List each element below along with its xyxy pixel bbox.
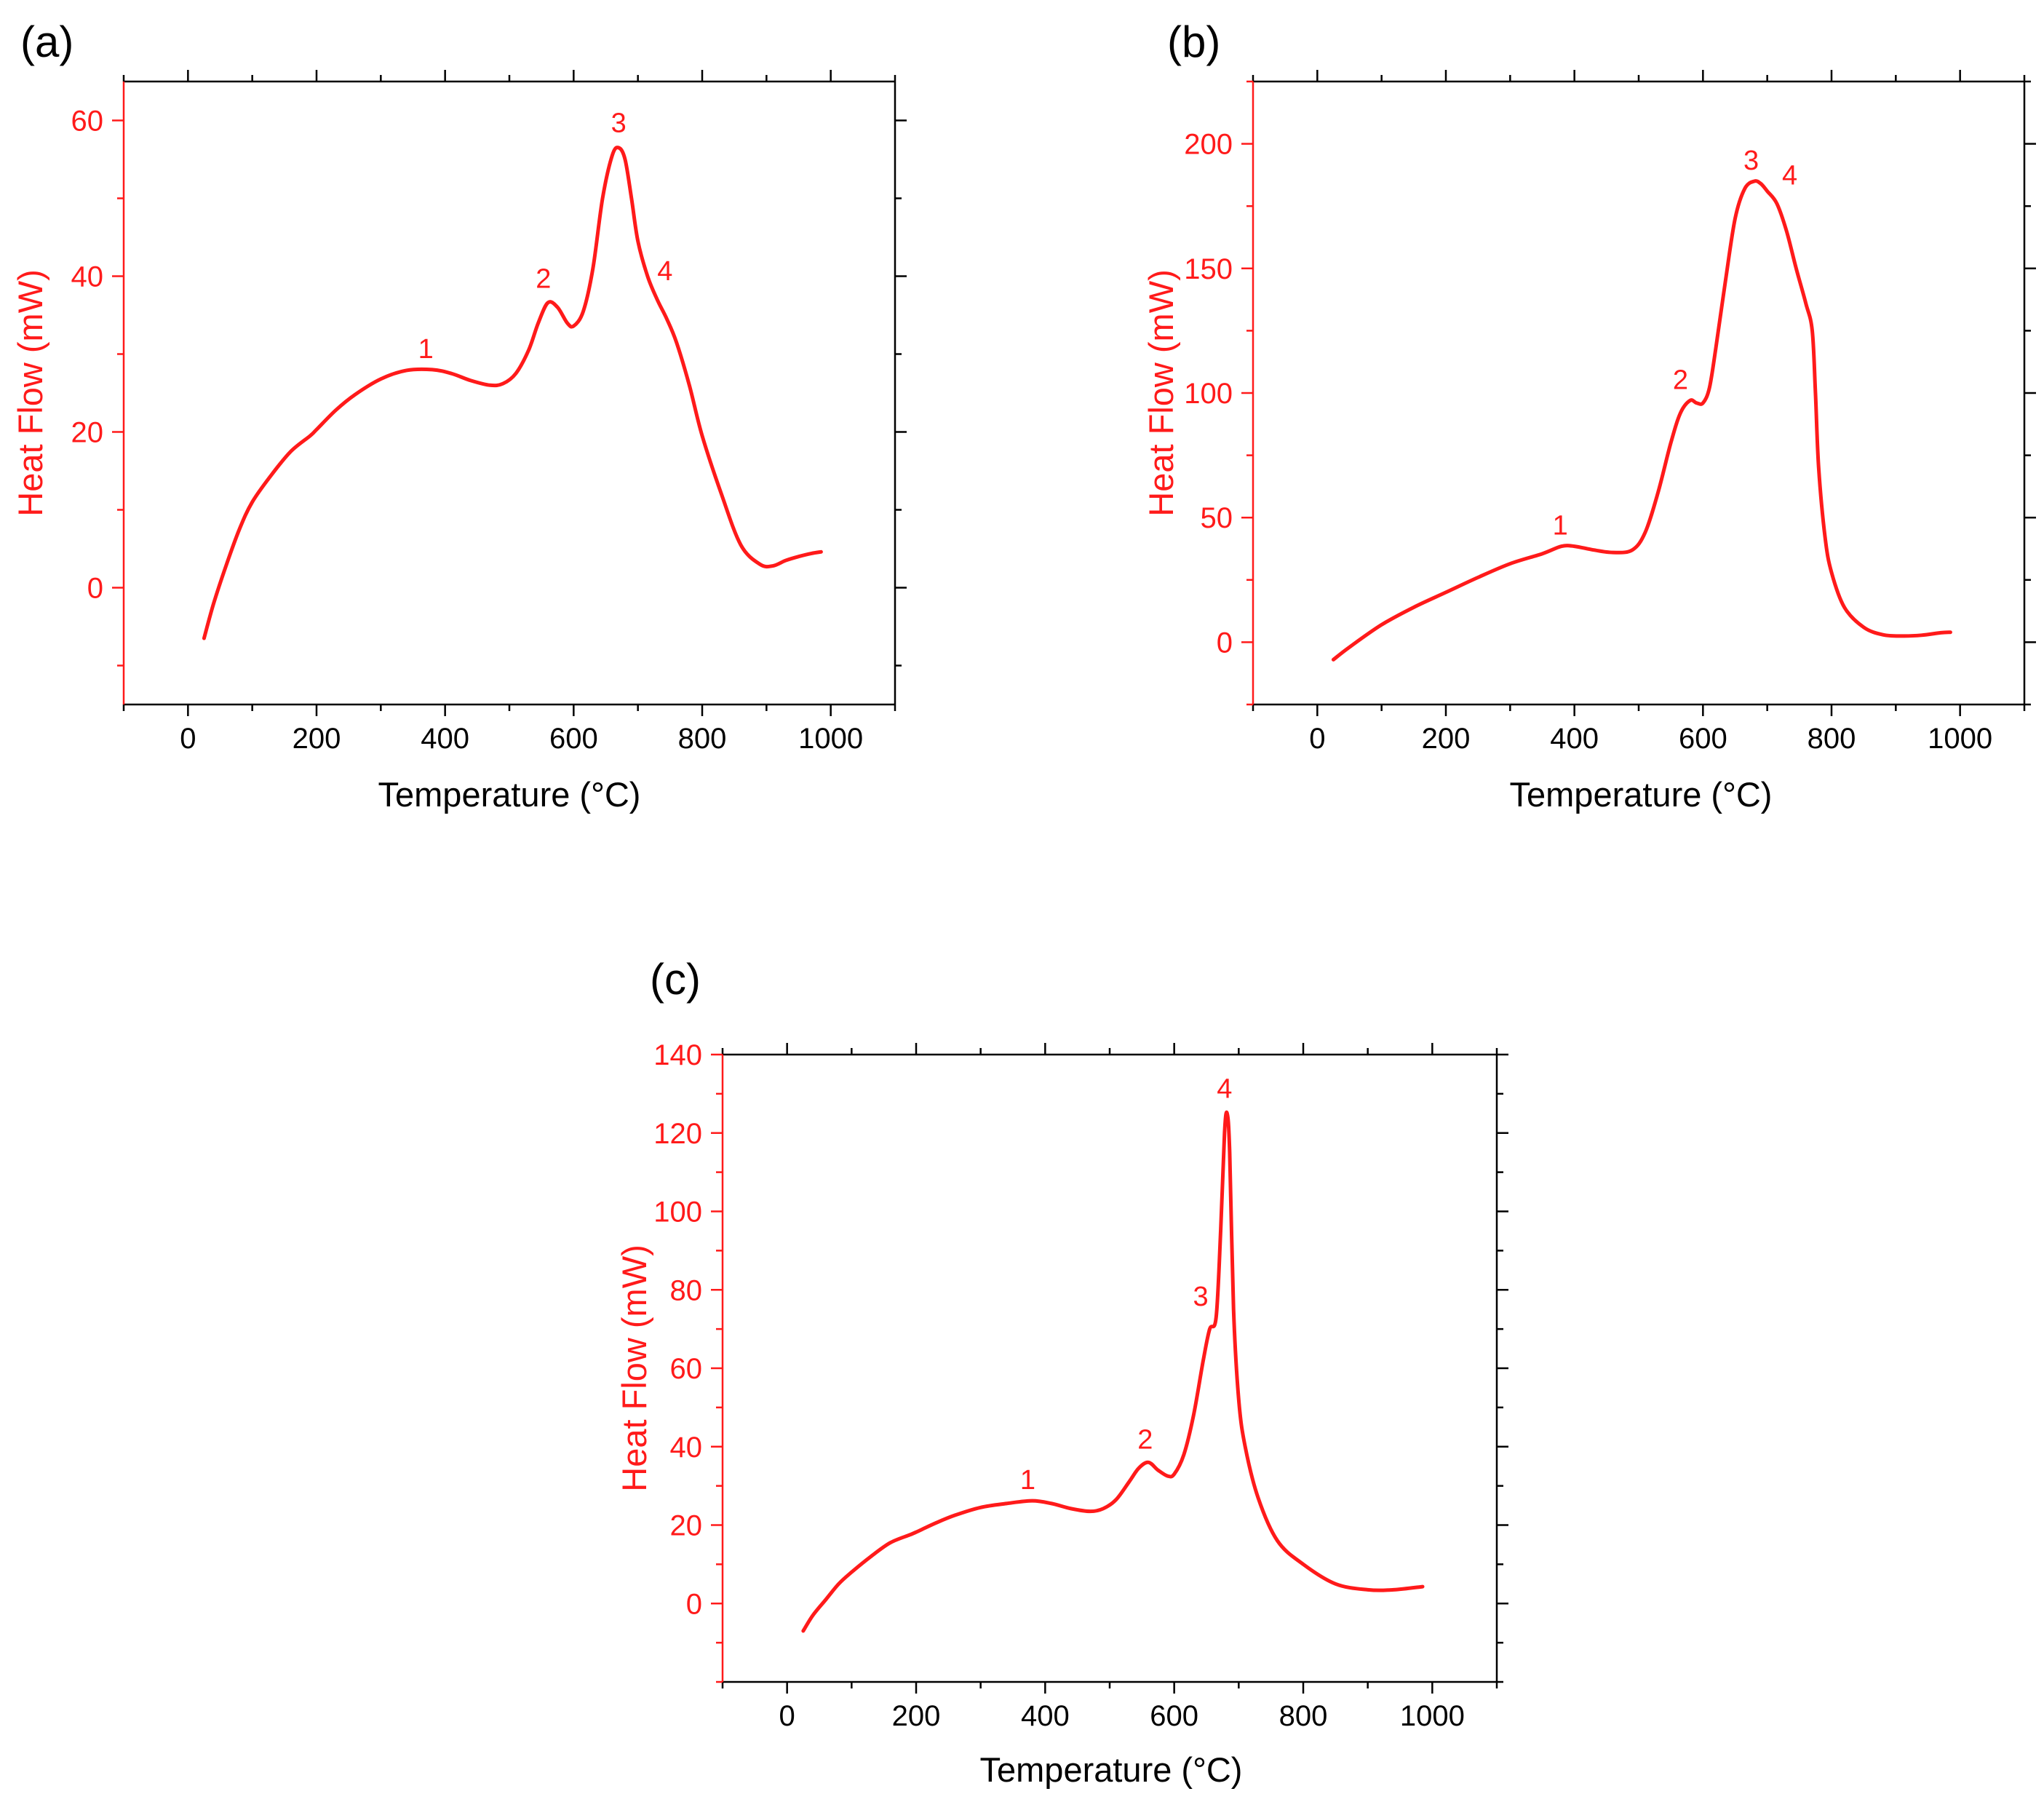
peak-annotation: 3 xyxy=(1193,1282,1208,1312)
chart-panel-c: (c) Temperature (°C) Heat Flow (mW) 0 200… xyxy=(615,955,1508,1789)
x-tick-label: 0 xyxy=(779,1700,795,1732)
y-tick-label: 0 xyxy=(1217,627,1233,659)
x-tick-label: 400 xyxy=(1021,1700,1070,1732)
x-tick-label: 400 xyxy=(421,723,469,755)
x-tick-label: 600 xyxy=(1150,1700,1198,1732)
x-tick-label: 1000 xyxy=(1928,723,1992,755)
peak-annotation: 4 xyxy=(657,256,672,287)
series-line xyxy=(801,1110,1425,1633)
x-tick-label: 1000 xyxy=(1400,1700,1465,1732)
peak-annotation: 1 xyxy=(1553,511,1568,541)
y-tick-label: 100 xyxy=(1184,378,1233,410)
x-tick-label: 1000 xyxy=(798,723,863,755)
peak-annotation: 1 xyxy=(418,334,434,365)
x-axis-label: Temperature (°C) xyxy=(980,1750,1243,1789)
y-axis-label: Heat Flow (mW) xyxy=(11,269,49,516)
series-line xyxy=(202,146,823,640)
chart-panel-b: (b) Temperature (°C) Heat Flow (mW) 0 200… xyxy=(1142,17,2036,814)
x-tick-label: 600 xyxy=(549,723,598,755)
peak-annotation: 2 xyxy=(1673,365,1688,395)
y-axis-label: Heat Flow (mW) xyxy=(1142,269,1180,516)
x-tick-label: 200 xyxy=(293,723,341,755)
y-tick-label: 0 xyxy=(686,1588,702,1620)
y-tick-label: 0 xyxy=(87,573,103,605)
y-tick-label: 40 xyxy=(670,1432,703,1464)
peak-annotation: 4 xyxy=(1782,161,1797,191)
panel-label: (b) xyxy=(1167,17,1220,66)
x-tick-label: 800 xyxy=(678,723,727,755)
x-tick-label: 600 xyxy=(1679,723,1727,755)
x-axis-label: Temperature (°C) xyxy=(1510,775,1773,814)
panel-label: (a) xyxy=(20,17,73,66)
y-axis-label: Heat Flow (mW) xyxy=(615,1245,653,1491)
y-tick-label: 140 xyxy=(653,1039,702,1071)
series-line xyxy=(1331,179,1952,662)
peak-annotation: 2 xyxy=(1137,1425,1153,1456)
peak-annotation: 4 xyxy=(1217,1073,1232,1104)
y-tick-label: 60 xyxy=(71,106,104,138)
x-tick-label: 0 xyxy=(180,723,196,755)
x-tick-label: 400 xyxy=(1550,723,1599,755)
peak-annotation: 1 xyxy=(1020,1465,1035,1496)
y-tick-label: 150 xyxy=(1184,253,1233,285)
y-tick-label: 20 xyxy=(670,1510,703,1542)
chart-panel-a: (a) Temperature (°C) Heat Flow (mW) 0 200… xyxy=(11,17,907,814)
x-tick-label: 200 xyxy=(1422,723,1471,755)
peak-annotation: 3 xyxy=(1743,146,1759,176)
y-tick-label: 20 xyxy=(71,417,104,449)
y-tick-label: 40 xyxy=(71,261,104,293)
x-tick-label: 800 xyxy=(1808,723,1856,755)
x-tick-label: 0 xyxy=(1309,723,1325,755)
peak-annotation: 3 xyxy=(611,108,627,139)
y-tick-label: 60 xyxy=(670,1353,703,1385)
x-axis-label: Temperature (°C) xyxy=(378,775,641,814)
peak-annotation: 2 xyxy=(536,264,551,295)
y-tick-label: 200 xyxy=(1184,129,1233,161)
panel-label: (c) xyxy=(650,955,701,1004)
y-tick-label: 80 xyxy=(670,1274,703,1306)
y-tick-label: 50 xyxy=(1201,502,1233,534)
x-tick-label: 200 xyxy=(892,1700,941,1732)
y-tick-label: 100 xyxy=(653,1196,702,1229)
y-tick-label: 120 xyxy=(653,1118,702,1150)
x-tick-label: 800 xyxy=(1279,1700,1328,1732)
